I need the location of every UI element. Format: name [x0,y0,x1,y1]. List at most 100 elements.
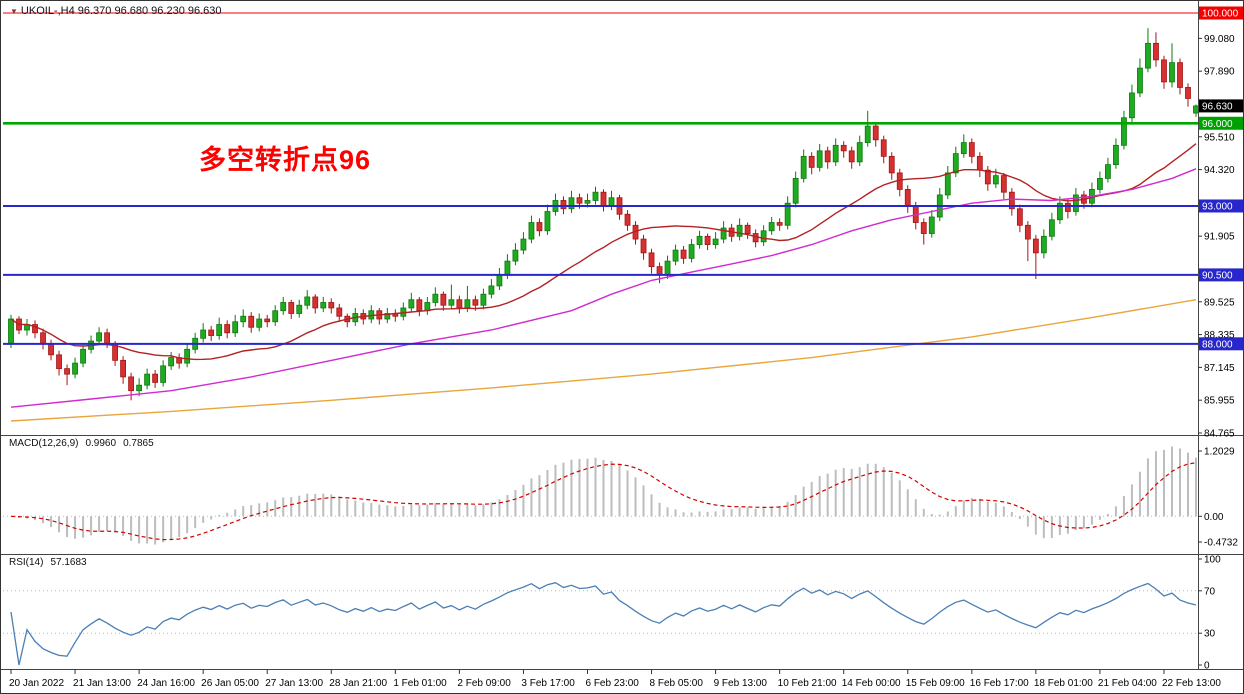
time-label: 28 Jan 21:00 [329,678,387,689]
rsi-line [10,582,1197,666]
time-label: 27 Jan 13:00 [265,678,323,689]
candle [272,310,279,323]
candle [416,299,423,312]
candle [656,266,663,276]
candle [944,172,951,196]
candle [1113,144,1119,166]
candle [1064,202,1071,212]
candle [568,197,575,210]
price-badge-text: 90.500 [1202,270,1233,281]
candle [472,299,479,306]
time-scale[interactable] [2,670,1244,694]
candle [1185,87,1191,99]
candle [464,299,471,309]
candle [280,302,287,312]
candle [736,224,743,237]
candle [496,274,503,287]
candle [288,302,295,314]
candle [488,285,495,295]
candle [808,155,815,168]
candle [768,222,775,232]
candle [992,175,999,185]
candle [480,293,487,306]
candle [784,202,791,226]
y-axis-label: 91.905 [1204,232,1235,243]
candle [256,318,263,328]
candle [856,142,863,163]
macd-axis-label: -0.4732 [1204,538,1238,549]
candle [40,332,46,345]
macd-panel[interactable] [2,436,1198,554]
time-label: 15 Feb 09:00 [906,678,965,689]
candle [760,230,767,243]
candle [64,368,70,375]
candle [448,299,455,306]
candle [576,197,583,204]
candle [952,153,959,174]
main-chart-panel[interactable] [2,2,1198,435]
y-axis-label: 85.955 [1204,396,1235,407]
candle [1056,202,1063,221]
candle [160,365,167,383]
candle [592,191,599,201]
price-badge [1199,337,1243,351]
candle [1008,191,1015,210]
time-label: 3 Feb 17:00 [521,678,575,689]
candle [152,373,159,383]
candle [888,155,895,174]
candle [544,211,551,232]
candle [72,362,78,375]
candle [312,296,319,309]
candle [880,139,887,157]
y-axis-label: 97.890 [1204,67,1235,78]
rsi-value: 57.1683 [50,557,87,568]
candle [832,144,839,163]
candle [56,354,62,370]
chart-header: ▼ UKOIL-,H4 96.370 96.680 96.230 96.630 [10,5,222,17]
candle [512,249,519,262]
candle [200,329,207,339]
candle [584,200,591,204]
price-badge-text: 96.630 [1202,101,1233,112]
candle [560,200,567,210]
rsi-axis-label: 70 [1204,586,1216,597]
candle [32,324,38,334]
macd-axis-label: 0.00 [1204,512,1224,523]
price-badge [1199,199,1243,213]
candle [1145,42,1151,69]
candle [1153,42,1159,61]
macd-axis-label: 1.2029 [1204,447,1235,458]
price-badge [1199,268,1243,282]
text-annotation[interactable]: 多空转折点96 [199,145,372,175]
y-axis-label: 84.765 [1204,429,1235,440]
candle [240,315,247,323]
price-badge [1199,116,1243,130]
candle [48,343,54,356]
rsi-axis-label: 100 [1204,555,1221,566]
rsi-panel[interactable] [2,555,1198,669]
y-axis-label: 94.320 [1204,165,1235,176]
time-label: 21 Jan 13:00 [73,678,131,689]
candle [432,293,439,303]
time-label: 22 Feb 13:00 [1162,678,1221,689]
price-badge [1199,99,1243,113]
candle [456,299,463,309]
macd-signal-value: 0.7865 [123,438,154,449]
time-label: 14 Feb 00:00 [842,678,901,689]
candle [1016,208,1023,226]
time-label: 26 Jan 05:00 [201,678,259,689]
price-scale[interactable] [1199,2,1244,669]
candle [1097,178,1103,190]
candle [232,321,239,334]
ma-mid-line [10,168,1197,408]
candle [712,238,719,245]
y-axis-label: 88.335 [1204,330,1235,341]
candle [848,150,855,163]
candle [824,150,831,163]
candle [424,302,431,312]
candle [1000,175,1007,193]
candle [128,376,135,392]
dropdown-triangle-icon: ▼ [10,7,18,16]
candle [1129,92,1135,119]
